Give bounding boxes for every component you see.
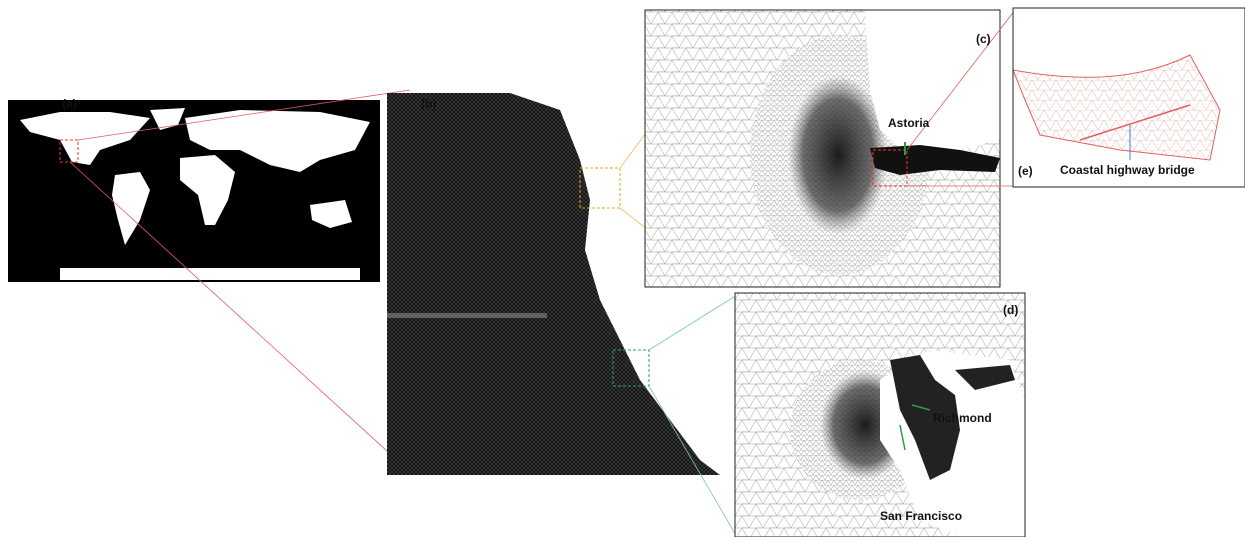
panel-label: (d)	[1003, 303, 1018, 317]
panel-label: (e)	[1018, 164, 1033, 178]
zoom-lines	[620, 130, 648, 230]
panel-label: (c)	[976, 32, 991, 46]
figure: (a) (b) (c) (d) (e) Astoria Coastal high…	[0, 0, 1245, 537]
place-label: Richmond	[933, 411, 992, 425]
place-label: Coastal highway bridge	[1060, 163, 1195, 177]
panel-e	[1013, 8, 1245, 187]
panel-label: (a)	[62, 97, 77, 111]
panel-label: (b)	[421, 97, 436, 111]
world-map	[8, 100, 380, 282]
panel-c	[645, 10, 1000, 287]
place-label: San Francisco	[880, 509, 962, 523]
place-label: Astoria	[888, 116, 930, 130]
